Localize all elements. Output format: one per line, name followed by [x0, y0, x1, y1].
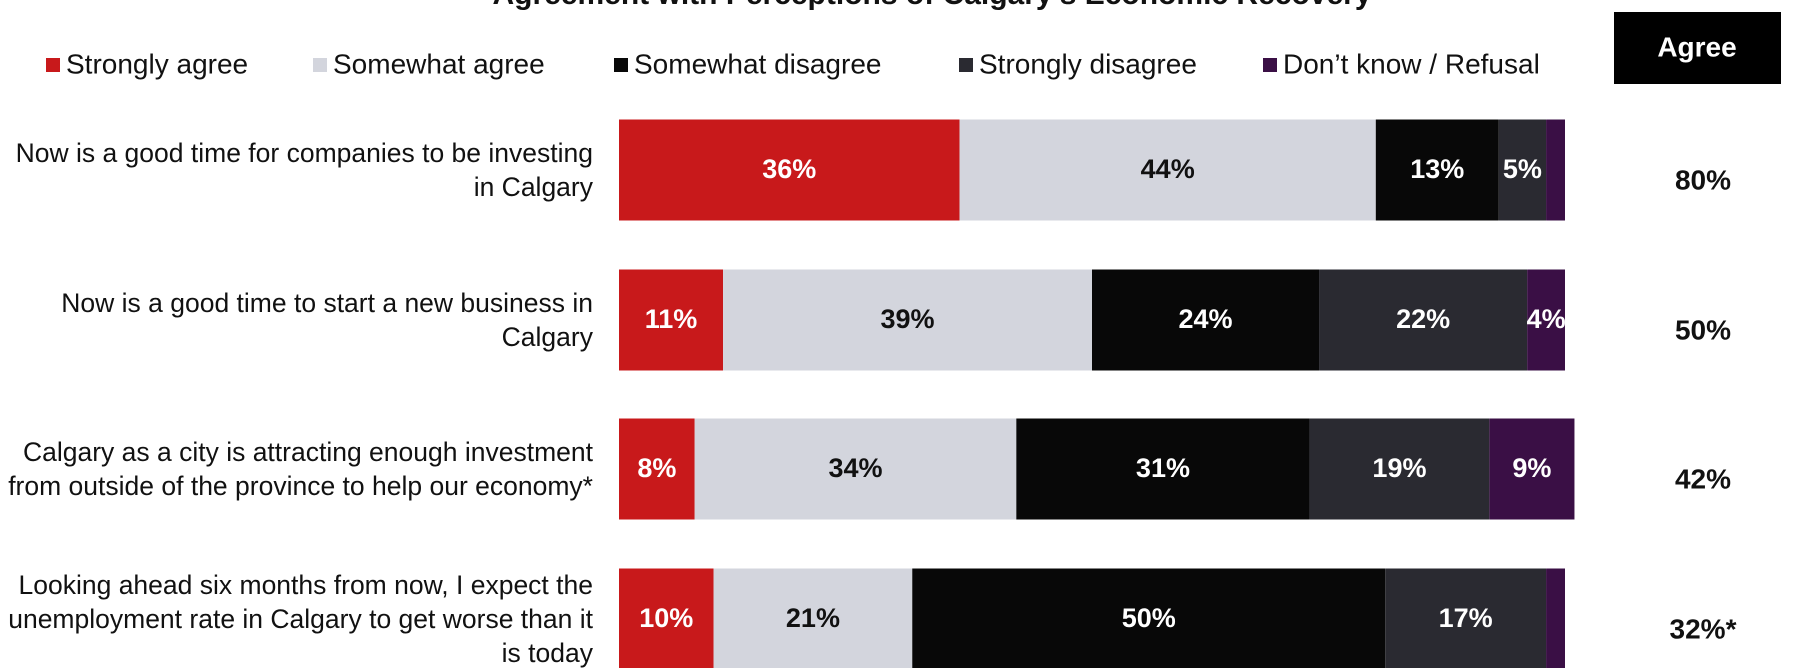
- legend-swatch: [959, 58, 973, 72]
- bar-segment: [1546, 568, 1565, 668]
- bar-segment: [1527, 269, 1565, 371]
- legend-label: Don’t know / Refusal: [1283, 48, 1540, 79]
- data-label: 5%: [1503, 154, 1542, 184]
- bar-segment: [619, 568, 714, 668]
- data-label: 11%: [645, 304, 698, 334]
- data-label: 36%: [762, 154, 816, 184]
- bar-segment: [1498, 119, 1547, 221]
- bar-segment: [1016, 418, 1310, 520]
- chart-title: Agreement with Perceptions of Calgary's …: [492, 0, 1371, 11]
- category-label: Calgary as a city is attracting enough i…: [8, 437, 593, 501]
- bar-segment: [1319, 269, 1528, 371]
- agree-header: Agree: [1657, 31, 1736, 62]
- agree-header-box: [1614, 12, 1781, 84]
- data-label: 9%: [1512, 453, 1551, 483]
- bar-segment: [1489, 418, 1575, 520]
- bar-segment: [619, 269, 724, 371]
- bar-segment: [1546, 119, 1565, 221]
- data-label: 34%: [828, 453, 882, 483]
- data-label: 22%: [1396, 304, 1450, 334]
- agree-value: 42%: [1675, 463, 1731, 494]
- bar-segment: [959, 119, 1376, 221]
- legend-label: Strongly agree: [66, 48, 248, 79]
- data-label: 44%: [1141, 154, 1195, 184]
- data-label: 24%: [1178, 304, 1232, 334]
- bar-segment: [619, 119, 960, 221]
- data-label: 8%: [637, 453, 676, 483]
- bar-segment: [1092, 269, 1320, 371]
- bar-segment: [1375, 119, 1499, 221]
- data-label: 4%: [1527, 304, 1566, 334]
- agree-value: 50%: [1675, 314, 1731, 345]
- data-label: 17%: [1439, 603, 1493, 633]
- data-label: 13%: [1410, 154, 1464, 184]
- bar-segment: [713, 568, 913, 668]
- legend-swatch: [1263, 58, 1277, 72]
- category-label: Looking ahead six months from now, I exp…: [8, 570, 593, 668]
- agree-value: 32%*: [1670, 613, 1737, 644]
- data-label: 39%: [881, 304, 935, 334]
- category-label: Now is a good time to start a new busine…: [61, 288, 593, 352]
- agree-value: 80%: [1675, 164, 1731, 195]
- data-label: 10%: [639, 603, 693, 633]
- category-label: Now is a good time for companies to be i…: [15, 138, 593, 202]
- bar-segment: [1385, 568, 1547, 668]
- data-label: 19%: [1372, 453, 1426, 483]
- bar-segment: [912, 568, 1386, 668]
- bar-segment: [1309, 418, 1490, 520]
- legend-swatch: [46, 58, 60, 72]
- bar-segment: [694, 418, 1017, 520]
- bar-segment: [619, 418, 695, 520]
- legend-label: Somewhat agree: [333, 48, 545, 79]
- legend-swatch: [313, 58, 327, 72]
- data-label: 31%: [1136, 453, 1190, 483]
- data-label: 21%: [786, 603, 840, 633]
- legend-swatch: [614, 58, 628, 72]
- legend-label: Strongly disagree: [979, 48, 1197, 79]
- legend-label: Somewhat disagree: [634, 48, 881, 79]
- data-label: 50%: [1122, 603, 1176, 633]
- bar-segment: [723, 269, 1092, 371]
